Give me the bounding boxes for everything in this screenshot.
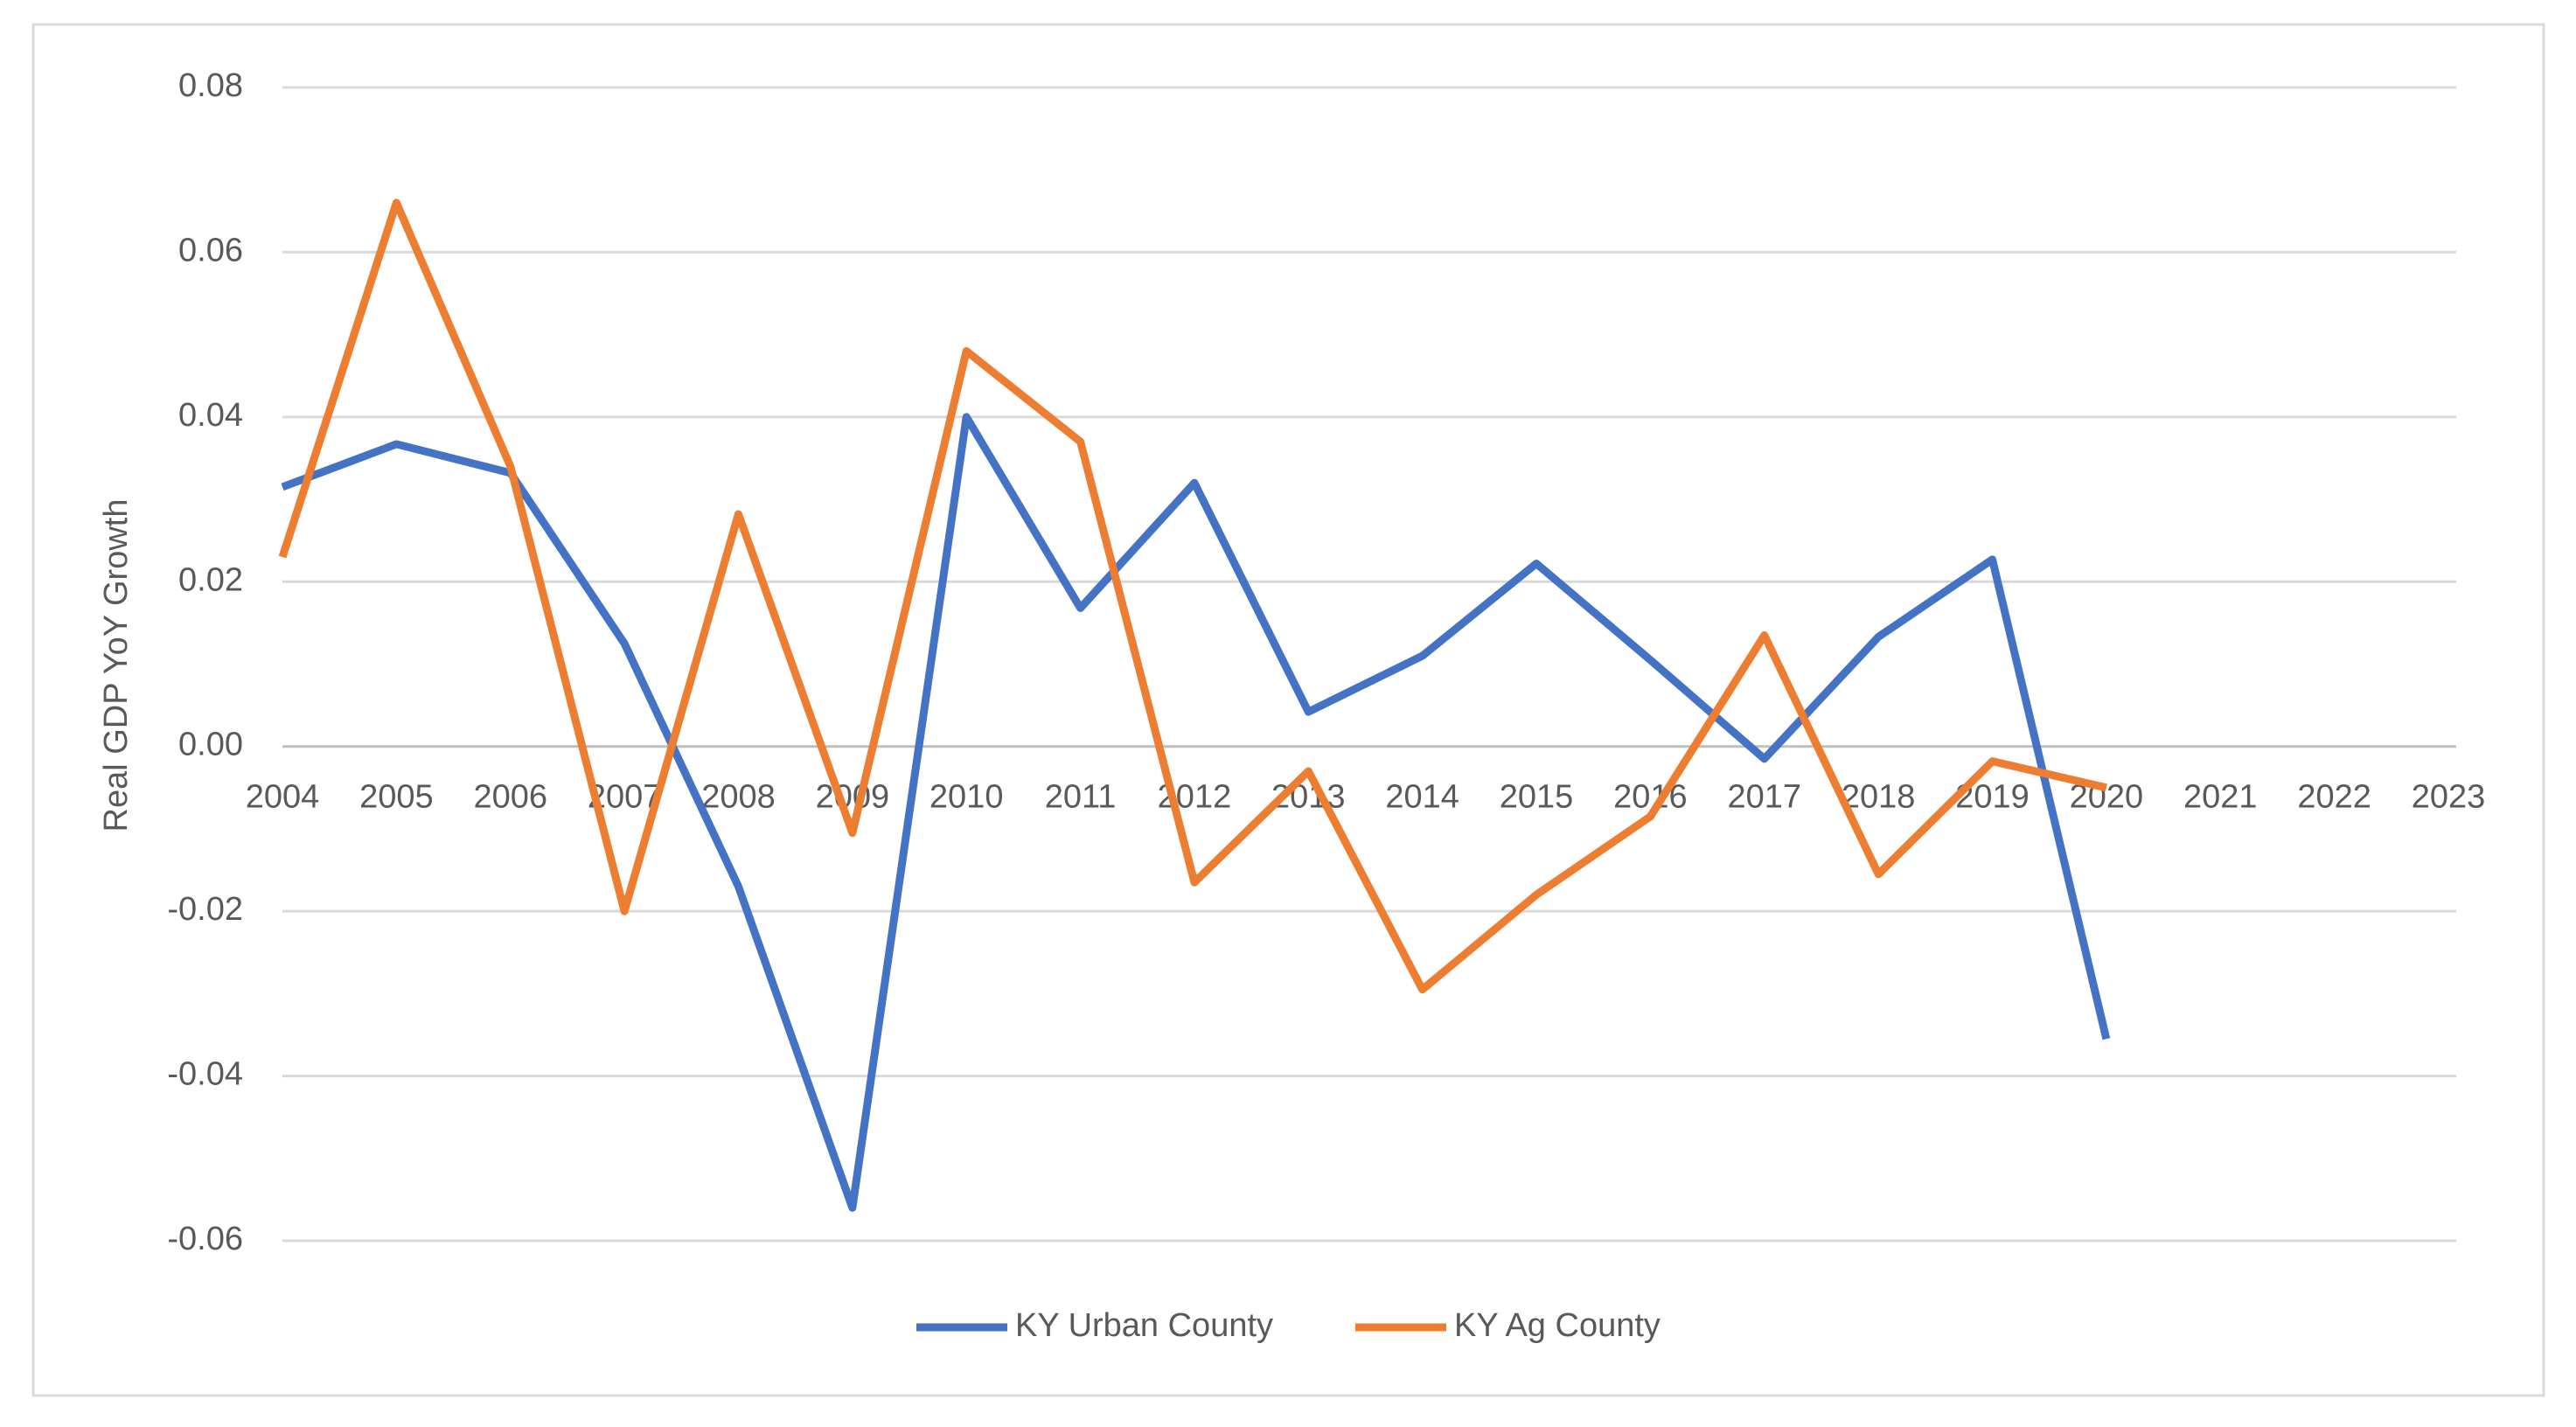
x-tick-label: 2022 <box>2297 779 2371 816</box>
x-tick-label: 2009 <box>816 779 890 816</box>
x-tick-label: 2015 <box>1500 779 1574 816</box>
legend-label: KY Urban County <box>1015 1307 1273 1344</box>
x-tick-label: 2011 <box>1045 779 1117 816</box>
x-tick-label: 2023 <box>2412 779 2486 816</box>
x-tick-label: 2014 <box>1385 779 1459 816</box>
y-tick-label: 0.02 <box>178 561 243 598</box>
x-tick-label: 2021 <box>2183 779 2258 816</box>
y-axis-label: Real GDP YoY Growth <box>98 499 135 832</box>
x-tick-label: 2006 <box>473 779 547 816</box>
series-line <box>278 198 2107 994</box>
y-tick-label: -0.02 <box>167 891 243 928</box>
y-tick-label: -0.04 <box>167 1056 243 1093</box>
x-tick-label: 2004 <box>246 779 320 816</box>
y-tick-label: -0.06 <box>167 1221 243 1257</box>
y-tick-label: 0.00 <box>178 727 243 763</box>
x-tick-label: 2017 <box>1728 779 1802 816</box>
x-tick-label: 2005 <box>359 779 434 816</box>
legend-label: KY Ag County <box>1454 1307 1660 1344</box>
y-tick-label: 0.04 <box>178 397 243 434</box>
x-tick-label: 2008 <box>701 779 776 816</box>
x-tick-label: 2018 <box>1841 779 1916 816</box>
y-tick-label: 0.08 <box>178 67 243 104</box>
y-tick-label: 0.06 <box>178 232 243 268</box>
x-tick-label: 2010 <box>929 779 1004 816</box>
